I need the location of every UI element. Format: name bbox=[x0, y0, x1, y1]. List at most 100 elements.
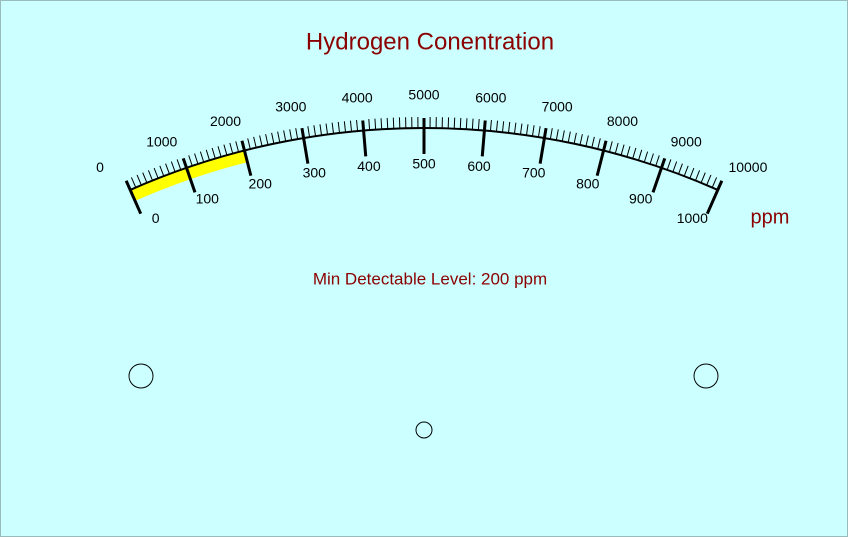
major-tick bbox=[595, 140, 608, 177]
minor-tick bbox=[199, 151, 205, 163]
minor-tick bbox=[519, 123, 523, 135]
minor-tick bbox=[632, 147, 637, 159]
major-tick bbox=[651, 157, 667, 193]
screw bbox=[128, 363, 154, 389]
minor-tick bbox=[211, 147, 216, 159]
minor-tick bbox=[626, 146, 631, 157]
minor-tick bbox=[655, 155, 660, 167]
inner-label: 400 bbox=[357, 158, 381, 174]
minor-tick bbox=[672, 161, 678, 173]
inner-label: 600 bbox=[467, 158, 491, 174]
minor-tick bbox=[194, 153, 199, 165]
minor-tick bbox=[585, 135, 589, 147]
minor-tick bbox=[307, 126, 311, 138]
inner-label: 300 bbox=[303, 164, 327, 180]
minor-tick bbox=[678, 163, 683, 175]
note: Min Detectable Level: 200 ppm bbox=[313, 269, 547, 288]
minor-tick bbox=[136, 174, 142, 186]
minor-tick bbox=[188, 155, 193, 167]
minor-tick bbox=[229, 142, 234, 154]
outer-label: 5000 bbox=[408, 87, 439, 103]
minor-tick bbox=[489, 120, 492, 132]
minor-tick bbox=[700, 172, 706, 183]
title: Hydrogen Conentration bbox=[306, 28, 554, 55]
minor-tick bbox=[711, 177, 718, 188]
outer-label: 0 bbox=[96, 159, 104, 175]
inner-label: 700 bbox=[522, 164, 546, 180]
minor-tick bbox=[325, 123, 329, 135]
minor-tick bbox=[501, 121, 505, 133]
minor-tick bbox=[597, 138, 601, 150]
minor-tick bbox=[159, 165, 165, 177]
minor-tick bbox=[356, 120, 359, 132]
major-tick bbox=[361, 120, 368, 157]
minor-tick bbox=[247, 138, 251, 150]
minor-tick bbox=[459, 117, 462, 129]
minor-tick bbox=[265, 134, 269, 146]
minor-tick bbox=[176, 159, 182, 170]
minor-tick bbox=[331, 122, 335, 134]
minor-tick bbox=[695, 170, 701, 181]
minor-tick bbox=[666, 159, 672, 170]
outer-label: 6000 bbox=[475, 90, 506, 106]
scale: 0 0 1000 100 2000 200 3000 300 4000 400 5000 500 600… bbox=[96, 87, 767, 226]
screw bbox=[693, 363, 719, 389]
minor-tick bbox=[386, 117, 389, 129]
minor-tick bbox=[495, 120, 499, 132]
minor-tick bbox=[368, 119, 371, 131]
minor-tick bbox=[537, 126, 541, 138]
unit-label: ppm bbox=[751, 206, 790, 228]
minor-tick bbox=[259, 135, 263, 147]
minor-tick bbox=[608, 141, 613, 153]
outer-label: 4000 bbox=[342, 90, 373, 106]
minor-tick bbox=[349, 120, 353, 132]
minor-tick bbox=[573, 132, 577, 144]
major-tick bbox=[705, 180, 724, 215]
minor-tick bbox=[147, 170, 153, 181]
minor-tick bbox=[614, 142, 619, 154]
outer-label: 1000 bbox=[146, 133, 177, 149]
inner-label: 500 bbox=[412, 156, 436, 172]
minor-tick bbox=[513, 122, 517, 134]
minor-tick bbox=[643, 151, 649, 163]
minor-tick bbox=[689, 167, 695, 179]
inner-label: 100 bbox=[196, 191, 220, 207]
minor-tick bbox=[343, 121, 347, 133]
outer-label: 3000 bbox=[275, 98, 306, 114]
minor-tick bbox=[380, 118, 383, 130]
minor-tick bbox=[283, 130, 287, 142]
major-tick bbox=[480, 120, 487, 157]
minor-tick bbox=[142, 172, 148, 183]
minor-tick bbox=[561, 130, 565, 142]
outer-label: 8000 bbox=[607, 113, 638, 129]
minor-tick bbox=[638, 149, 643, 161]
inner-label: 200 bbox=[249, 175, 273, 191]
minor-tick bbox=[235, 141, 240, 153]
minor-tick bbox=[289, 129, 293, 141]
minor-tick bbox=[217, 146, 222, 157]
minor-tick bbox=[525, 124, 529, 136]
inner-label: 900 bbox=[629, 191, 653, 207]
minor-tick bbox=[205, 149, 210, 161]
major-tick bbox=[181, 157, 197, 193]
major-tick bbox=[538, 127, 548, 164]
minor-tick bbox=[683, 165, 689, 177]
minor-tick bbox=[130, 177, 137, 188]
minor-tick bbox=[313, 125, 317, 137]
minor-tick bbox=[319, 124, 323, 136]
minor-tick bbox=[277, 131, 281, 143]
minor-tick bbox=[465, 118, 468, 130]
minor-tick bbox=[271, 132, 275, 144]
minor-tick bbox=[253, 136, 257, 148]
inner-label: 1000 bbox=[677, 210, 708, 226]
minor-tick bbox=[706, 174, 712, 186]
minor-tick bbox=[374, 118, 377, 130]
minor-tick bbox=[170, 161, 176, 173]
inner-label: 800 bbox=[576, 175, 600, 191]
minor-tick bbox=[620, 144, 625, 156]
minor-tick bbox=[471, 118, 474, 130]
minor-tick bbox=[223, 144, 228, 156]
outer-label: 9000 bbox=[671, 133, 702, 149]
